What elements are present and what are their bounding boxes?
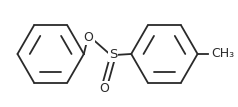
Text: O: O [84,31,94,44]
Text: S: S [109,48,117,61]
Text: O: O [99,82,109,95]
Text: CH₃: CH₃ [211,48,234,60]
